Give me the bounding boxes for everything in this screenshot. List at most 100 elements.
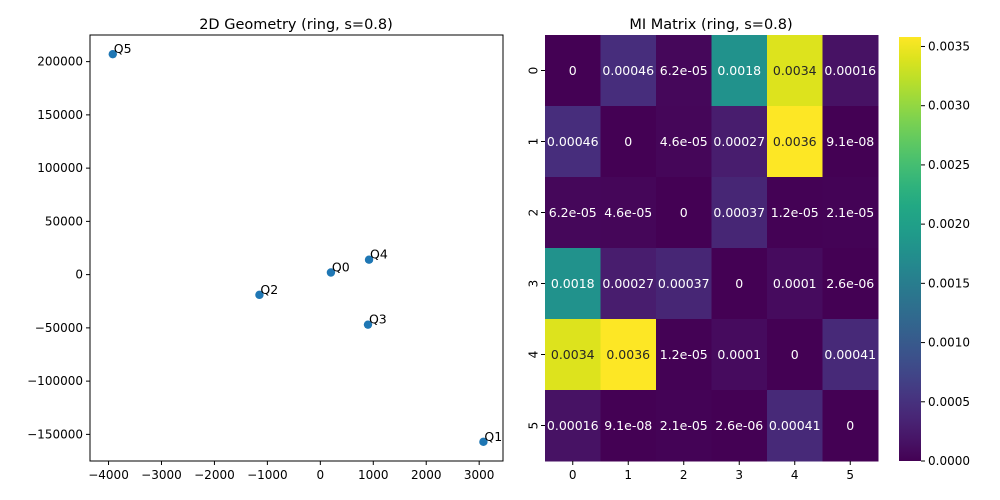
x-tick-label: −3000	[141, 468, 182, 482]
colorbar-tick-label: 0.0025	[928, 158, 970, 172]
scatter-axes-frame	[89, 34, 504, 462]
heatmap-y-tick-label: 3	[527, 280, 541, 288]
heatmap-cell	[545, 248, 601, 320]
colorbar: 0.0000 0.0005 0.0010 0.0015 0.0020 0.0025 0.00…	[899, 37, 970, 468]
heatmap-cell	[600, 177, 657, 249]
heatmap-cell-value: 0.0034	[773, 63, 817, 78]
heatmap-cell-value: 4.6e-05	[660, 134, 708, 149]
heatmap-cell	[822, 248, 879, 320]
heatmap-cell	[822, 35, 879, 107]
heatmap-cell-value: 0.00016	[824, 63, 876, 78]
heatmap-cell-value: 0.0034	[551, 347, 595, 362]
heatmap-cell-value: 0.00046	[547, 134, 599, 149]
data-point-q3	[363, 320, 373, 329]
heatmap-cell-value: 0.00041	[769, 418, 821, 433]
heatmap-cell	[822, 390, 879, 462]
colorbar-tick-label: 0.0020	[928, 217, 970, 231]
heatmap-cell	[767, 35, 823, 107]
heatmap-cell	[767, 390, 823, 462]
heatmap-cell-value: 9.1e-08	[604, 418, 652, 433]
heatmap-panel: MI Matrix (ring, s=0.8) 0 0.00046 6.2e-05 0…	[527, 17, 879, 482]
point-label-q1: Q1	[484, 429, 502, 444]
heatmap-cell-value: 0	[569, 63, 577, 78]
heatmap-cell-value: 0.0001	[773, 276, 817, 291]
heatmap-cell-value: 0.0018	[551, 276, 595, 291]
y-tick-label: −150000	[27, 427, 83, 441]
colorbar-tick-label: 0.0030	[928, 99, 970, 113]
heatmap-cell-value: 6.2e-05	[660, 63, 708, 78]
heatmap-cell-value: 9.1e-08	[826, 134, 874, 149]
colorbar-gradient	[899, 37, 921, 461]
y-tick-label: −100000	[27, 374, 83, 388]
heatmap-cell	[711, 106, 768, 178]
heatmap-cell	[656, 319, 712, 391]
scatter-title: 2D Geometry (ring, s=0.8)	[199, 17, 393, 33]
heatmap-cell	[711, 390, 768, 462]
heatmap-cell	[545, 390, 601, 462]
heatmap-cell-value: 0.00027	[602, 276, 654, 291]
heatmap-cell	[600, 390, 657, 462]
x-tick-label: 0	[317, 468, 325, 482]
heatmap-x-tick-label: 1	[624, 468, 632, 482]
heatmap-cell	[767, 177, 823, 249]
scatter-x-ticks: −4000 −3000 −2000 −1000 0 1000 2000 3000	[88, 461, 494, 482]
heatmap-cell	[656, 390, 712, 462]
colorbar-tick-label: 0.0005	[928, 395, 970, 409]
heatmap-x-tick-label: 4	[791, 468, 799, 482]
data-point-q1	[479, 437, 488, 447]
heatmap-x-tick-label: 2	[680, 468, 688, 482]
point-label-q0: Q0	[332, 259, 350, 274]
heatmap-cell-value: 0.00041	[824, 347, 876, 362]
colorbar-tick-label: 0.0010	[928, 336, 970, 350]
heatmap-cell	[822, 319, 879, 391]
y-tick-label: 50000	[45, 214, 83, 228]
point-label-q4: Q4	[370, 247, 388, 262]
heatmap-cell-value: 0	[680, 205, 688, 220]
heatmap-cells: 0 0.00046 6.2e-05 0.0018 0.0034 0.00016 0.0004…	[545, 35, 879, 462]
x-tick-label: 2000	[411, 468, 442, 482]
heatmap-y-tick-label: 5	[527, 422, 541, 430]
heatmap-cell	[767, 319, 823, 391]
heatmap-cell	[600, 248, 657, 320]
heatmap-cell-value: 1.2e-05	[660, 347, 708, 362]
heatmap-cell	[822, 106, 879, 178]
heatmap-cell-value: 4.6e-05	[604, 205, 652, 220]
point-label-q5: Q5	[114, 41, 132, 56]
heatmap-cell	[600, 319, 657, 391]
heatmap-x-tick-label: 0	[569, 468, 577, 482]
data-point-q4	[364, 255, 374, 264]
heatmap-cell	[545, 106, 601, 178]
heatmap-cell-value: 0.0036	[606, 347, 650, 362]
heatmap-cell	[711, 177, 768, 249]
y-tick-label: 200000	[37, 55, 83, 69]
heatmap-cell	[767, 106, 823, 178]
heatmap-cell	[545, 177, 601, 249]
point-label-q3: Q3	[369, 312, 387, 327]
scatter-panel: 2D Geometry (ring, s=0.8) −4000 −3000 −200…	[27, 17, 504, 482]
x-tick-label: −1000	[247, 468, 288, 482]
heatmap-y-tick-label: 4	[527, 351, 541, 359]
heatmap-x-tick-label: 3	[735, 468, 743, 482]
heatmap-cell-value: 0.00037	[658, 276, 710, 291]
heatmap-cell-value: 0	[735, 276, 743, 291]
heatmap-cell-value: 1.2e-05	[771, 205, 819, 220]
colorbar-tick-label: 0.0000	[928, 454, 970, 468]
colorbar-ticks: 0.0000 0.0005 0.0010 0.0015 0.0020 0.0025 0.00…	[921, 39, 970, 468]
heatmap-cell	[545, 35, 601, 107]
heatmap-cell	[656, 106, 712, 178]
heatmap-cell	[656, 177, 712, 249]
heatmap-cell-value: 0.0036	[773, 134, 817, 149]
heatmap-cell	[711, 35, 768, 107]
heatmap-cell-value: 2.6e-06	[715, 418, 763, 433]
heatmap-cell-value: 2.1e-05	[826, 205, 874, 220]
y-tick-label: 0	[75, 268, 83, 282]
colorbar-tick-label: 0.0035	[928, 39, 970, 53]
heatmap-cell	[545, 319, 601, 391]
heatmap-y-ticks: 0 1 2 3 4 5	[527, 67, 545, 430]
heatmap-title: MI Matrix (ring, s=0.8)	[629, 17, 792, 33]
y-tick-label: −50000	[35, 321, 83, 335]
heatmap-cell	[822, 177, 879, 249]
heatmap-y-tick-label: 2	[527, 209, 541, 217]
heatmap-cell	[600, 106, 657, 178]
